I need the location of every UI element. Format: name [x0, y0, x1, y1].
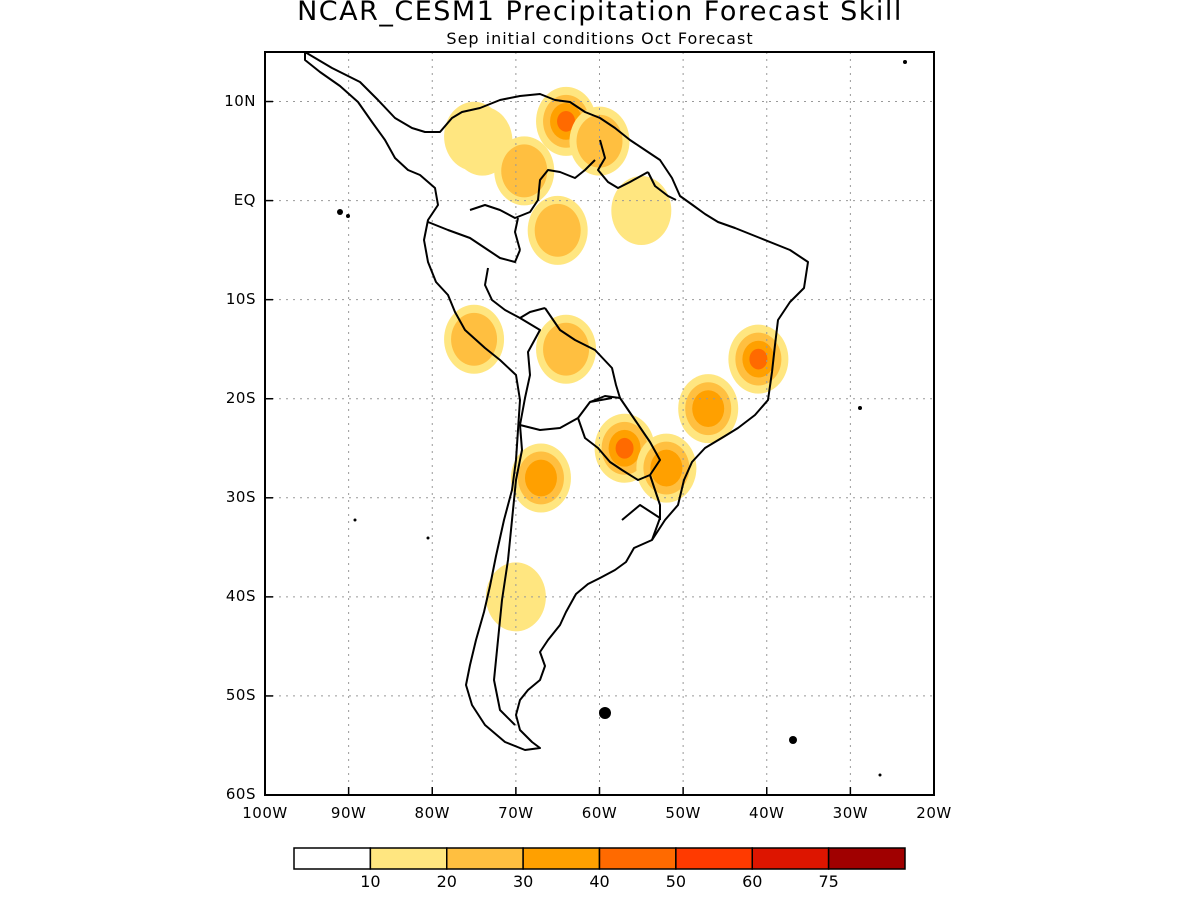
longitude-label: 60W: [581, 804, 618, 822]
colorbar: [293, 847, 906, 870]
border-colombia-east: [514, 217, 521, 251]
skill-contour-bahia: [749, 348, 768, 370]
colorbar-label: 30: [512, 872, 534, 891]
islands-layer: [337, 60, 907, 777]
latitude-label: 60S: [225, 785, 256, 803]
longitude-label: 20W: [916, 804, 952, 822]
galapagos-islands: [337, 209, 343, 215]
longitude-label: 80W: [414, 804, 450, 822]
galapagos-islands: [346, 214, 350, 218]
atlantic-island: [903, 60, 907, 64]
skill-contour-paraguay: [615, 437, 634, 459]
latitude-label: 30S: [225, 487, 256, 506]
border-colombia-ecuador-peru: [427, 221, 521, 263]
skill-contour-colombia-east: [501, 144, 548, 198]
sandwich-islands: [878, 773, 882, 777]
pacific-island: [426, 536, 430, 540]
axis-ticks: [264, 100, 935, 796]
longitude-label: 100W: [242, 804, 288, 822]
border-argentina-chile: [493, 424, 523, 726]
latitude-label: 50S: [225, 685, 256, 704]
colorbar-swatch: [446, 847, 524, 870]
south-georgia-island: [789, 736, 797, 744]
border-argentina-brazil: [649, 474, 661, 520]
latitude-label: 10S: [225, 289, 256, 308]
colorbar-swatch: [598, 847, 677, 870]
colorbar-swatch: [751, 847, 830, 870]
colorbar-label: 50: [665, 872, 687, 891]
colorbar-swatch: [827, 847, 906, 870]
longitude-label: 70W: [498, 804, 534, 822]
colorbar-label: 60: [742, 872, 763, 891]
colorbar-swatch: [369, 847, 448, 870]
falkland-islands: [599, 707, 611, 719]
graticule: [265, 52, 934, 795]
latitude-label: 10N: [224, 91, 256, 110]
longitude-label: 30W: [832, 804, 869, 822]
latitude-label: 20S: [225, 388, 256, 407]
latitude-label: 40S: [225, 586, 256, 605]
atlantic-island: [858, 406, 862, 410]
coastline-layer: [304, 52, 809, 751]
border-uruguay: [621, 504, 661, 541]
chart-subtitle: Sep initial conditions Oct Forecast: [446, 29, 754, 48]
skill-contour-bolivia: [543, 322, 590, 376]
latitude-label: EQ: [233, 190, 256, 209]
border-peru-brazil: [484, 267, 546, 319]
colorbar-swatch: [522, 847, 601, 870]
colorbar-label: 40: [589, 872, 610, 891]
skill-contour-minas-gerais: [692, 390, 725, 428]
pacific-island: [353, 518, 357, 522]
longitude-label: 40W: [749, 804, 785, 822]
skill-contour-amapa: [611, 176, 672, 246]
skill-contour-amazon-west: [534, 203, 581, 257]
skill-contour-patagonia-north: [485, 562, 546, 632]
skill-shading-layer: [444, 86, 789, 632]
skill-contour-venezuela: [557, 110, 576, 132]
skill-contour-catamarca: [524, 459, 557, 497]
colorbar-label: 10: [360, 872, 381, 891]
border-venezuela-guyana: [597, 139, 649, 189]
border-colombia-venezuela: [469, 159, 596, 219]
border-brazil-north: [544, 307, 621, 399]
longitude-label: 50W: [665, 804, 701, 822]
south-america-coastline: [304, 52, 809, 751]
colorbar-swatch: [675, 847, 753, 870]
colorbar-swatch: [293, 847, 372, 870]
longitude-label: 90W: [330, 804, 367, 822]
border-suriname: [647, 171, 677, 201]
colorbar-label: 75: [818, 872, 839, 891]
colorbar-label: 20: [436, 872, 457, 891]
chart-title: NCAR_CESM1 Precipitation Forecast Skill: [297, 0, 903, 27]
